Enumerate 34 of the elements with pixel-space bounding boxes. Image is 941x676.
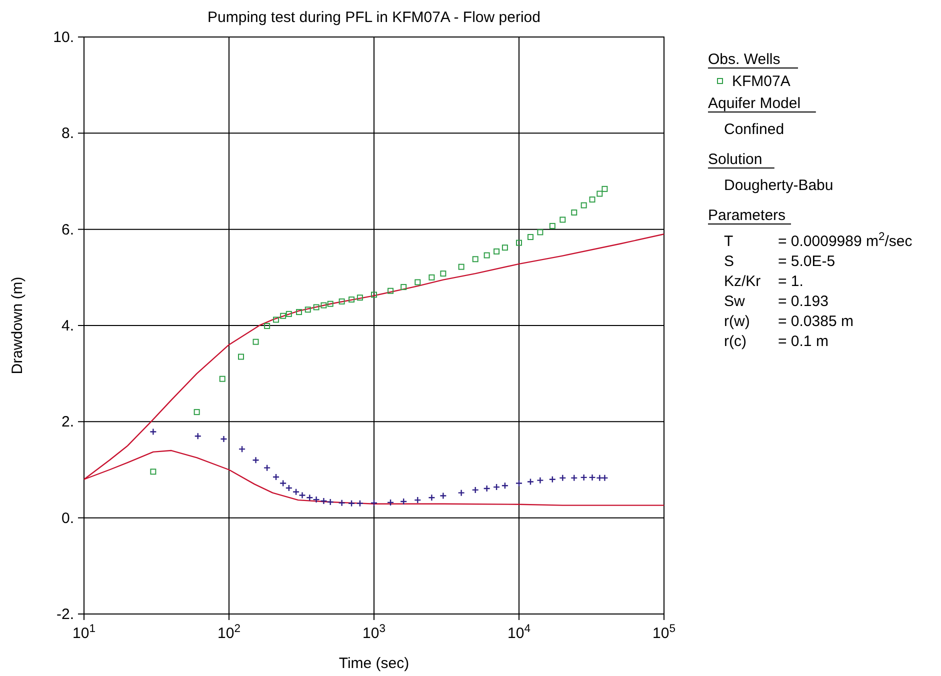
- text: = 0.193: [778, 293, 828, 310]
- x-tick-label: 10$^{2}$: [218, 623, 240, 642]
- y-tick-label: 0.: [61, 510, 74, 527]
- text: Solution: [708, 151, 762, 168]
- x-tick-label: 10$^{4}$: [508, 623, 530, 642]
- text: = 0.0385 m: [778, 313, 854, 330]
- text: = 0.0009989 m$^{2}$/sec: [778, 231, 913, 250]
- x-tick-label: 10$^{3}$: [362, 623, 386, 642]
- legend-label: KFM07A: [732, 73, 790, 90]
- text: Parameters: [708, 207, 786, 224]
- y-tick-label: -2.: [56, 606, 74, 623]
- text: r(c): [724, 333, 746, 350]
- x-axis-title: Time (sec): [338, 655, 410, 672]
- text: r(w): [724, 313, 750, 330]
- text: Sw: [724, 293, 746, 310]
- text: = 1.: [778, 273, 804, 290]
- text: Confined: [724, 121, 784, 138]
- text: Dougherty-Babu: [724, 177, 834, 194]
- chart-title: Pumping test during PFL in KFM07A - Flow period: [208, 9, 540, 26]
- y-tick-label: 10.: [53, 29, 74, 46]
- y-tick-label: 8.: [61, 125, 74, 142]
- text: S: [724, 253, 734, 270]
- text: Aquifer Model: [708, 95, 801, 112]
- y-tick-label: 4.: [61, 318, 74, 334]
- y-tick-label: 6.: [61, 221, 74, 238]
- text: T: [724, 233, 734, 250]
- x-tick-label: 10$^{5}$: [652, 623, 676, 642]
- y-tick-label: 2.: [61, 414, 74, 431]
- text: = 0.1 m: [778, 333, 828, 350]
- text: = 5.0E-5: [778, 253, 836, 270]
- text: Kz/Kr: [724, 273, 761, 290]
- legend-title: Obs. Wells: [708, 51, 780, 68]
- y-axis-title: Drawdown (m): [9, 276, 26, 374]
- x-tick-label: 10$^{1}$: [72, 623, 96, 642]
